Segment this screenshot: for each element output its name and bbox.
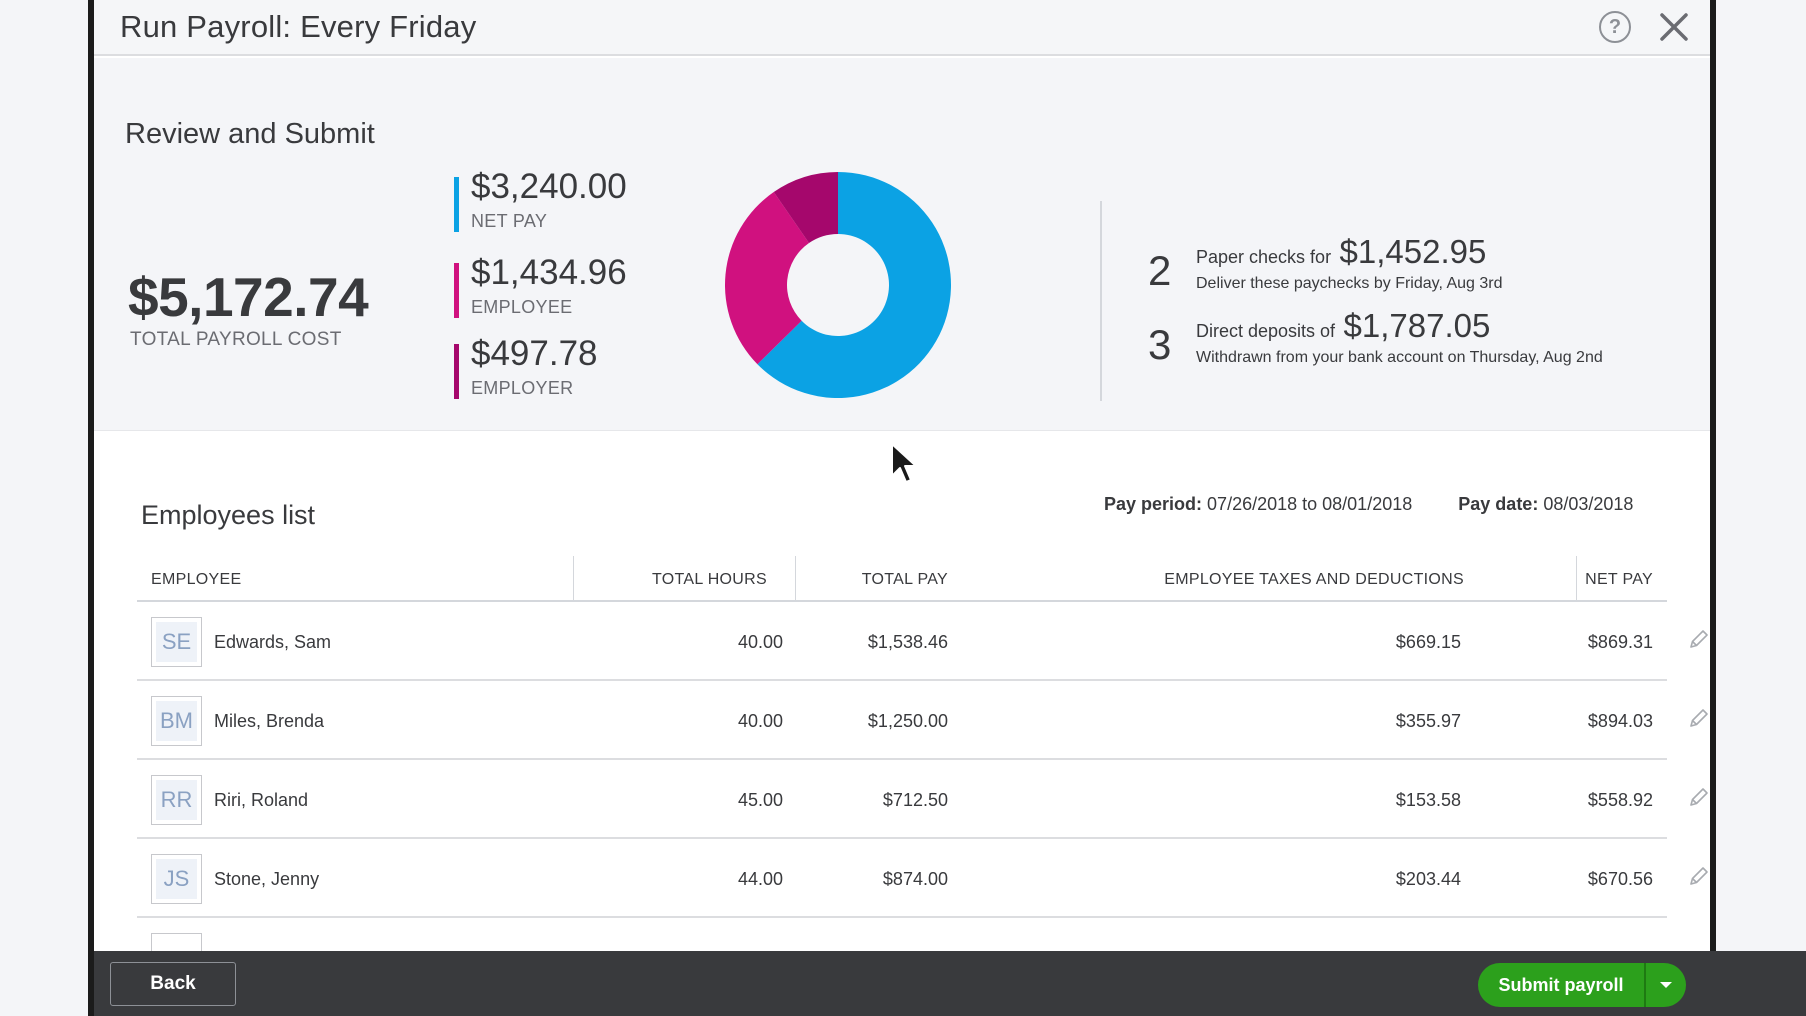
- direct-deposits-line: Direct deposits of $1,787.05: [1196, 307, 1490, 345]
- button-split-divider: [1644, 963, 1646, 1007]
- column-header-employee[interactable]: EMPLOYEE: [151, 571, 242, 588]
- payroll-summary: Review and Submit $5,172.74 TOTAL PAYROL…: [94, 58, 1710, 431]
- total-pay: $712.50: [882, 790, 948, 810]
- modal-title: Run Payroll: Every Friday: [120, 9, 477, 44]
- total-hours: 44.00: [737, 869, 783, 889]
- column-header-taxes[interactable]: EMPLOYEE TAXES AND DEDUCTIONS: [1164, 571, 1464, 588]
- direct-deposits-count: 3: [1148, 321, 1172, 368]
- column-header-net-pay[interactable]: NET PAY: [1585, 571, 1653, 588]
- submit-options-dropdown[interactable]: [1646, 963, 1686, 1007]
- direct-deposits-amount: $1,787.05: [1343, 307, 1491, 344]
- column-divider: [1576, 556, 1577, 600]
- section-title: Review and Submit: [125, 118, 375, 150]
- paper-checks-line: Paper checks for $1,452.95: [1196, 233, 1486, 271]
- avatar-initials: JS: [156, 859, 197, 899]
- employee-taxes: $355.97: [1395, 711, 1461, 731]
- avatar: RR: [151, 775, 202, 825]
- net-pay: $670.56: [1587, 869, 1653, 889]
- table-row[interactable]: JS Stone, Jenny 44.00 $874.00 $203.44 $6…: [137, 839, 1667, 918]
- edit-pencil-icon[interactable]: [1687, 627, 1710, 651]
- table-header: EMPLOYEE TOTAL HOURS TOTAL PAY EMPLOYEE …: [137, 556, 1667, 602]
- window-frame-left: [88, 0, 94, 1016]
- column-header-total-hours[interactable]: TOTAL HOURS: [651, 571, 767, 588]
- edit-pencil-icon[interactable]: [1687, 706, 1710, 730]
- employee-taxes: $669.15: [1395, 632, 1461, 652]
- close-icon[interactable]: [1657, 10, 1691, 44]
- direct-deposits-text: Direct deposits of: [1196, 321, 1336, 341]
- paper-checks-note: Deliver these paychecks by Friday, Aug 3…: [1196, 275, 1503, 292]
- edit-pencil-icon[interactable]: [1687, 785, 1710, 809]
- avatar-initials: SE: [156, 622, 197, 662]
- employee-label: EMPLOYEE: [471, 297, 573, 317]
- avatar: BM: [151, 696, 202, 746]
- table-row[interactable]: BM Miles, Brenda 40.00 $1,250.00 $355.97…: [137, 681, 1667, 760]
- pay-date-value: 08/03/2018: [1543, 494, 1634, 514]
- window-frame-right: [1710, 0, 1716, 955]
- net-pay-label: NET PAY: [471, 211, 548, 231]
- avatar-initials: BM: [156, 701, 197, 741]
- employee-amount: $1,434.96: [471, 253, 627, 292]
- paper-checks-text: Paper checks for: [1196, 247, 1332, 267]
- edit-pencil-icon[interactable]: [1687, 864, 1710, 888]
- net-pay: $558.92: [1587, 790, 1653, 810]
- table-row[interactable]: SE Edwards, Sam 40.00 $1,538.46 $669.15 …: [137, 602, 1667, 681]
- run-payroll-modal: Run Payroll: Every Friday ? Review and S…: [94, 0, 1710, 955]
- avatar-initials: RR: [156, 780, 197, 820]
- employer-label: EMPLOYER: [471, 378, 574, 398]
- donut-slice-employee: [725, 192, 810, 365]
- direct-deposits-note: Withdrawn from your bank account on Thur…: [1196, 349, 1603, 366]
- employee-name[interactable]: Edwards, Sam: [214, 632, 332, 652]
- total-payroll-amount: $5,172.74: [128, 266, 369, 328]
- column-divider: [573, 556, 574, 600]
- avatar: JS: [151, 854, 202, 904]
- pay-period-info: Pay period: 07/26/2018 to 08/01/2018 Pay…: [1104, 494, 1633, 515]
- net-pay: $869.31: [1587, 632, 1653, 652]
- table-row[interactable]: RR Riri, Roland 45.00 $712.50 $153.58 $5…: [137, 760, 1667, 839]
- submit-payroll-button[interactable]: Submit payroll: [1478, 963, 1644, 1007]
- net-pay: $894.03: [1587, 711, 1653, 731]
- avatar: SE: [151, 617, 202, 667]
- employee-taxes: $203.44: [1395, 869, 1461, 889]
- employees-table: EMPLOYEE TOTAL HOURS TOTAL PAY EMPLOYEE …: [137, 556, 1667, 955]
- chevron-down-icon: [1660, 982, 1672, 988]
- avatar: [151, 933, 202, 955]
- summary-divider: [1100, 201, 1102, 401]
- pay-date-label: Pay date:: [1458, 494, 1539, 514]
- employee-name[interactable]: Miles, Brenda: [214, 711, 325, 731]
- total-payroll-label: TOTAL PAYROLL COST: [130, 329, 342, 350]
- total-pay: $1,250.00: [867, 711, 948, 731]
- net-pay-amount: $3,240.00: [471, 167, 627, 206]
- employee-name[interactable]: Riri, Roland: [214, 790, 309, 810]
- employees-list-title: Employees list: [141, 500, 316, 530]
- total-hours: 40.00: [737, 711, 783, 731]
- help-icon[interactable]: ?: [1599, 11, 1631, 43]
- donut-slice-employer: [773, 172, 838, 244]
- pay-period-label: Pay period:: [1104, 494, 1203, 514]
- paper-checks-amount: $1,452.95: [1339, 233, 1487, 270]
- employee-color-bar: [454, 263, 459, 318]
- back-button[interactable]: Back: [110, 962, 236, 1006]
- modal-header: Run Payroll: Every Friday ?: [94, 0, 1710, 56]
- column-header-total-pay[interactable]: TOTAL PAY: [861, 571, 948, 588]
- table-row[interactable]: [137, 918, 1667, 955]
- employer-color-bar: [454, 344, 459, 399]
- employer-amount: $497.78: [471, 334, 598, 373]
- total-hours: 40.00: [737, 632, 783, 652]
- donut-slice-net-pay: [757, 172, 951, 398]
- employee-name[interactable]: Stone, Jenny: [214, 869, 320, 889]
- employee-taxes: $153.58: [1395, 790, 1461, 810]
- total-pay: $874.00: [882, 869, 948, 889]
- pay-period-value: 07/26/2018 to 08/01/2018: [1207, 494, 1413, 514]
- paper-checks-count: 2: [1148, 247, 1172, 294]
- total-hours: 45.00: [737, 790, 783, 810]
- total-pay: $1,538.46: [867, 632, 948, 652]
- modal-footer: Back Submit payroll: [94, 951, 1806, 1016]
- payroll-donut-chart: [725, 172, 951, 398]
- submit-button-group: Submit payroll: [1478, 963, 1686, 1007]
- mouse-cursor-icon: [891, 443, 917, 483]
- net-pay-color-bar: [454, 177, 459, 232]
- column-divider: [795, 556, 796, 600]
